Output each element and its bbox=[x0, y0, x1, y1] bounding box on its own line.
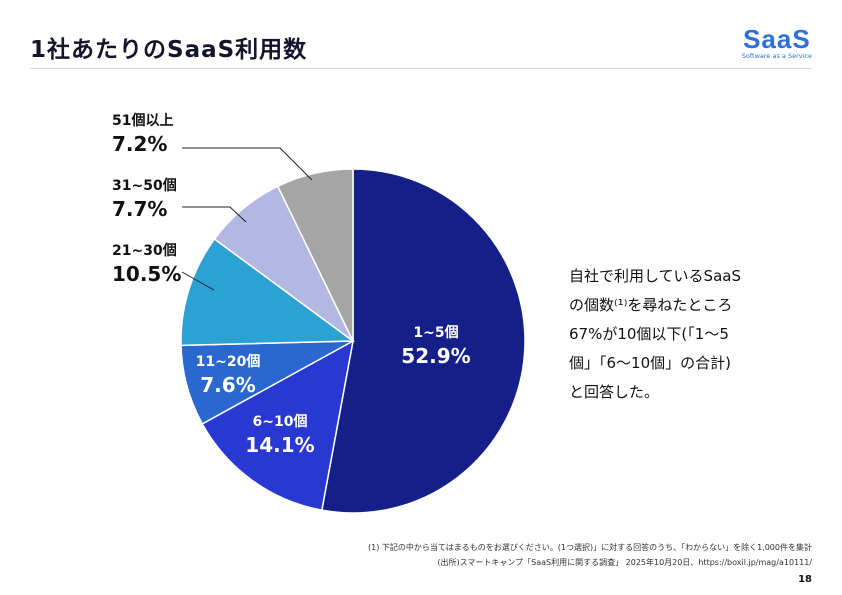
slice-category-label: 11~20個 bbox=[196, 353, 261, 370]
annotation-line: の個数⁽¹⁾を尋ねたところ bbox=[569, 296, 733, 314]
annotation-text: 自社で利用しているSaaS の個数⁽¹⁾を尋ねたところ 67%が10個以下(「1… bbox=[569, 262, 769, 407]
logo-sub: Software as a Service bbox=[741, 52, 812, 60]
slice-category-label: 6~10個 bbox=[253, 413, 308, 430]
slice-value-label: 7.2% bbox=[112, 132, 167, 156]
slice-value-label: 10.5% bbox=[112, 262, 181, 286]
slice-value-label: 7.7% bbox=[112, 197, 167, 221]
slice-value-label: 14.1% bbox=[245, 433, 314, 457]
page-title: 1社あたりのSaaS利用数 bbox=[30, 37, 308, 63]
saas-logo: SaaS Software as a Service bbox=[742, 26, 812, 60]
annotation-line: と回答した。 bbox=[569, 383, 660, 401]
slice-value-label: 52.9% bbox=[401, 344, 470, 368]
slice-category-label: 21~30個 bbox=[112, 242, 177, 259]
leader-line bbox=[182, 147, 313, 181]
annotation-line: 67%が10個以下(「1〜5 bbox=[569, 325, 729, 343]
slice-value-label: 7.6% bbox=[200, 373, 255, 397]
logo-main: SaaS bbox=[743, 24, 811, 54]
title-divider bbox=[30, 68, 812, 69]
slice-category-label: 1~5個 bbox=[413, 324, 458, 341]
annotation-line: 自社で利用しているSaaS bbox=[569, 267, 741, 285]
page-number: 18 bbox=[798, 574, 812, 585]
slice-category-label: 51個以上 bbox=[112, 112, 173, 129]
footnote: (1) 下記の中から当てはまるものをお選びください。(1つ選択)」に対する回答の… bbox=[368, 543, 812, 552]
pie-slice bbox=[320, 168, 526, 514]
pie-slice bbox=[201, 339, 355, 512]
leader-line bbox=[181, 271, 215, 291]
pie-slice bbox=[180, 237, 356, 347]
annotation-line: 個」「6〜10個」の合計) bbox=[569, 354, 731, 372]
pie-slice bbox=[276, 168, 354, 342]
leader-line bbox=[182, 206, 247, 223]
source-note: (出所)スマートキャンプ「SaaS利用に関する調査」 2025年10月20日、h… bbox=[437, 558, 812, 567]
slice-category-label: 31~50個 bbox=[112, 177, 177, 194]
